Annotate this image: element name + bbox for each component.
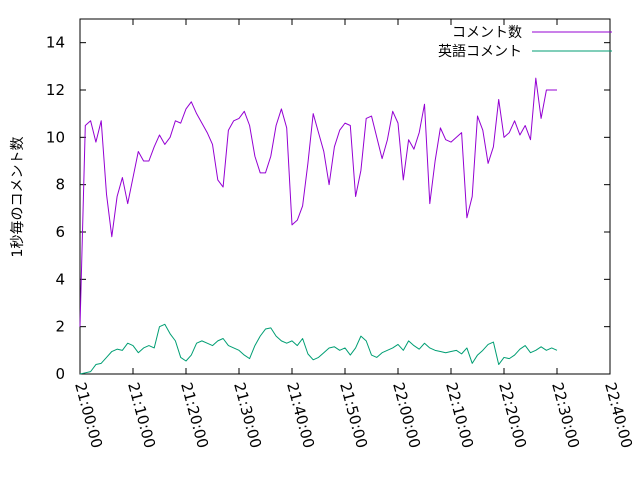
y-tick-label-0: 0 — [55, 365, 65, 383]
series-lines — [79, 77, 558, 375]
y-axis-label: 1秒毎のコメント数 — [10, 137, 26, 258]
series-line-2 — [79, 323, 558, 375]
plot-frame — [79, 18, 611, 375]
x-tick-label-3: 21:30:00 — [230, 380, 265, 450]
x-axis-ticks: 21:00:00 21:10:00 21:20:00 21:30:00 21:40:00… — [71, 19, 636, 450]
x-tick-label-6: 22:00:00 — [389, 380, 424, 450]
y-tick-label-7: 14 — [46, 34, 65, 52]
y-tick-label-1: 2 — [55, 318, 65, 336]
x-tick-label-4: 21:40:00 — [283, 380, 318, 450]
x-tick-label-10: 22:40:00 — [601, 380, 636, 450]
legend-label-series-1: コメント数 — [452, 25, 522, 41]
y-tick-label-6: 12 — [46, 81, 65, 99]
y-tick-label-2: 4 — [55, 270, 65, 288]
legend-label-series-2: 英語コメント — [438, 43, 522, 60]
y-tick-label-5: 10 — [46, 128, 65, 146]
x-tick-label-7: 22:10:00 — [442, 380, 477, 450]
y-axis-ticks: 0 2 4 6 8 10 12 14 — [46, 34, 610, 383]
y-tick-label-3: 6 — [55, 223, 65, 241]
x-tick-label-2: 21:20:00 — [177, 380, 212, 450]
x-tick-label-5: 21:50:00 — [336, 380, 371, 450]
x-tick-label-1: 21:10:00 — [124, 380, 159, 450]
x-tick-label-0: 21:00:00 — [71, 380, 106, 450]
series-line-1 — [79, 77, 557, 327]
legend: コメント数 英語コメント — [438, 25, 612, 60]
x-tick-label-9: 22:30:00 — [548, 380, 583, 450]
y-tick-label-4: 8 — [55, 176, 65, 194]
x-tick-label-8: 22:20:00 — [495, 380, 530, 450]
